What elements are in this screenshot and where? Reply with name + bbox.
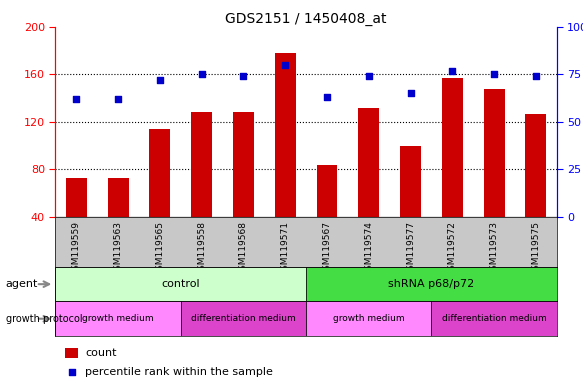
Bar (275, 53, 296, 217)
Bar (191, 113, 212, 217)
Point (489, 71, 498, 78)
Point (364, 73, 374, 79)
Bar (233, 113, 254, 217)
Bar (149, 129, 170, 217)
Text: GSM119568: GSM119568 (239, 221, 248, 276)
Bar (55, 267, 306, 301)
Bar (400, 146, 421, 217)
Bar (525, 114, 546, 217)
Bar (431, 301, 557, 336)
Point (72, 96, 81, 102)
Bar (484, 89, 504, 217)
Point (322, 94, 332, 100)
Text: shRNA p68/p72: shRNA p68/p72 (388, 279, 475, 289)
Text: GSM119572: GSM119572 (448, 221, 457, 276)
Text: GSM119573: GSM119573 (490, 221, 498, 276)
Text: agent: agent (6, 279, 38, 289)
Point (155, 77, 164, 83)
Bar (108, 178, 128, 217)
Text: growth medium: growth medium (333, 314, 405, 323)
Text: GSM119563: GSM119563 (114, 221, 122, 276)
Text: percentile rank within the sample: percentile rank within the sample (86, 367, 273, 377)
Title: GDS2151 / 1450408_at: GDS2151 / 1450408_at (225, 12, 387, 26)
Text: count: count (86, 348, 117, 358)
Point (67, 369, 76, 375)
Bar (55, 301, 181, 336)
Text: GSM119577: GSM119577 (406, 221, 415, 276)
Point (531, 73, 540, 79)
Text: GSM119565: GSM119565 (155, 221, 164, 276)
Bar (306, 267, 557, 301)
Bar (317, 165, 338, 217)
Bar (66, 178, 87, 217)
Point (448, 68, 457, 74)
Text: GSM119558: GSM119558 (197, 221, 206, 276)
Point (239, 73, 248, 79)
Text: GSM119559: GSM119559 (72, 221, 81, 276)
Point (197, 71, 206, 78)
Text: GSM119575: GSM119575 (531, 221, 540, 276)
Point (280, 62, 290, 68)
Bar (442, 78, 463, 217)
Bar (65, 348, 78, 358)
Point (406, 90, 415, 96)
Text: GSM119574: GSM119574 (364, 221, 373, 276)
Text: differentiation medium: differentiation medium (191, 314, 296, 323)
Text: growth medium: growth medium (82, 314, 154, 323)
Text: control: control (161, 279, 200, 289)
Text: GSM119571: GSM119571 (280, 221, 290, 276)
Bar (359, 108, 379, 217)
Bar (181, 301, 306, 336)
Text: differentiation medium: differentiation medium (442, 314, 546, 323)
Text: growth protocol: growth protocol (6, 314, 82, 324)
Bar (306, 301, 431, 336)
Point (113, 96, 123, 102)
Text: GSM119567: GSM119567 (322, 221, 332, 276)
